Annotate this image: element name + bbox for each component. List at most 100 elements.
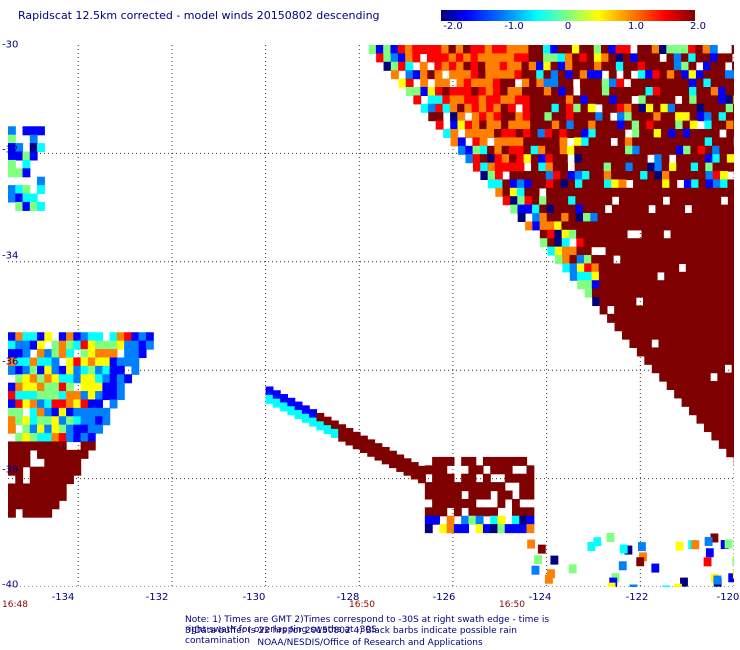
wind-cell (711, 103, 720, 113)
wind-cell (516, 154, 525, 164)
wind-cell (511, 456, 520, 466)
wind-cell (543, 61, 552, 71)
wind-cell (22, 508, 31, 518)
wind-cell (614, 322, 623, 332)
wind-cell (597, 196, 606, 206)
wind-cell (22, 424, 31, 434)
wind-cell (667, 103, 676, 113)
wind-cell (323, 416, 332, 426)
wind-cell (499, 45, 508, 55)
wind-cell (713, 221, 722, 231)
wind-cell (557, 61, 566, 71)
wind-cell (710, 87, 719, 97)
wind-cell (661, 145, 670, 155)
wind-cell (432, 490, 440, 500)
wind-cell (468, 498, 477, 508)
wind-cell (519, 456, 528, 466)
wind-cell (680, 339, 689, 349)
wind-cell (647, 171, 656, 181)
wind-cell (712, 145, 721, 155)
wind-cell (703, 414, 712, 424)
wind-cell (634, 238, 643, 248)
wind-cell (8, 416, 16, 426)
wind-cell (663, 246, 672, 256)
wind-cell (475, 490, 484, 500)
wind-cell (550, 53, 559, 63)
wind-cell (638, 95, 647, 105)
wind-cell (410, 470, 419, 480)
wind-cell (559, 154, 568, 164)
wind-cell (651, 330, 659, 340)
wind-cell (713, 204, 722, 214)
wind-cell (606, 288, 615, 298)
wind-cell (717, 397, 726, 407)
wind-cell (441, 45, 450, 55)
wind-cell (729, 263, 734, 273)
wind-cell (648, 221, 657, 231)
wind-cell (658, 322, 666, 332)
wind-cell (509, 179, 518, 189)
wind-cell (717, 372, 726, 382)
wind-cell (567, 179, 576, 189)
wind-cell (37, 185, 45, 195)
wind-cell (712, 162, 721, 172)
wind-cell (696, 95, 705, 105)
wind-cell (676, 187, 685, 197)
wind-cell (723, 330, 732, 340)
wind-cell (461, 456, 470, 466)
wind-cell (605, 246, 614, 256)
wind-cell (470, 70, 479, 80)
wind-cell (645, 78, 654, 88)
wind-cell (51, 349, 60, 359)
wind-cell (475, 507, 484, 517)
wind-cell (58, 391, 67, 401)
wind-cell (439, 465, 448, 475)
wind-cell (727, 196, 734, 206)
wind-cell (29, 357, 38, 367)
wind-cell (404, 45, 413, 55)
wind-cell (109, 399, 118, 409)
wind-cell (712, 179, 721, 189)
wind-cell (679, 297, 688, 307)
wind-cell (544, 129, 553, 139)
wind-cell (405, 53, 414, 63)
wind-cell (628, 297, 637, 307)
wind-cell (29, 500, 38, 510)
wind-cell (619, 204, 627, 214)
wind-cell (449, 103, 458, 113)
wind-cell (446, 498, 455, 508)
wind-cell (530, 137, 539, 147)
wind-cell (403, 458, 412, 468)
wind-cell (405, 87, 414, 97)
wind-cell (22, 491, 31, 501)
wind-cell (536, 95, 545, 105)
wind-cell (522, 95, 531, 105)
wind-cell (659, 78, 668, 88)
wind-cell (632, 171, 641, 181)
wind-cell (521, 45, 529, 55)
wind-cell (37, 349, 45, 359)
wind-cell (468, 473, 477, 483)
wind-cell (711, 137, 720, 147)
wind-cell (538, 154, 546, 164)
wind-cell (595, 129, 604, 139)
wind-cell (600, 45, 609, 55)
wind-cell (509, 171, 518, 181)
wind-cell (663, 221, 671, 231)
wind-cell (725, 103, 734, 113)
wind-cell (434, 87, 443, 97)
wind-cell (544, 103, 553, 113)
wind-cell (672, 322, 681, 332)
wind-cell (621, 288, 629, 298)
wind-cell (668, 145, 677, 155)
wind-cell (709, 45, 718, 55)
wind-cell (703, 95, 712, 105)
wind-cell (479, 137, 488, 147)
wind-cell (668, 137, 677, 147)
wind-cell (672, 305, 681, 315)
wind-cell (671, 263, 680, 273)
wind-cell (531, 196, 540, 206)
wind-cell (539, 213, 548, 223)
wind-cell (15, 483, 24, 493)
wind-cell (656, 255, 665, 265)
